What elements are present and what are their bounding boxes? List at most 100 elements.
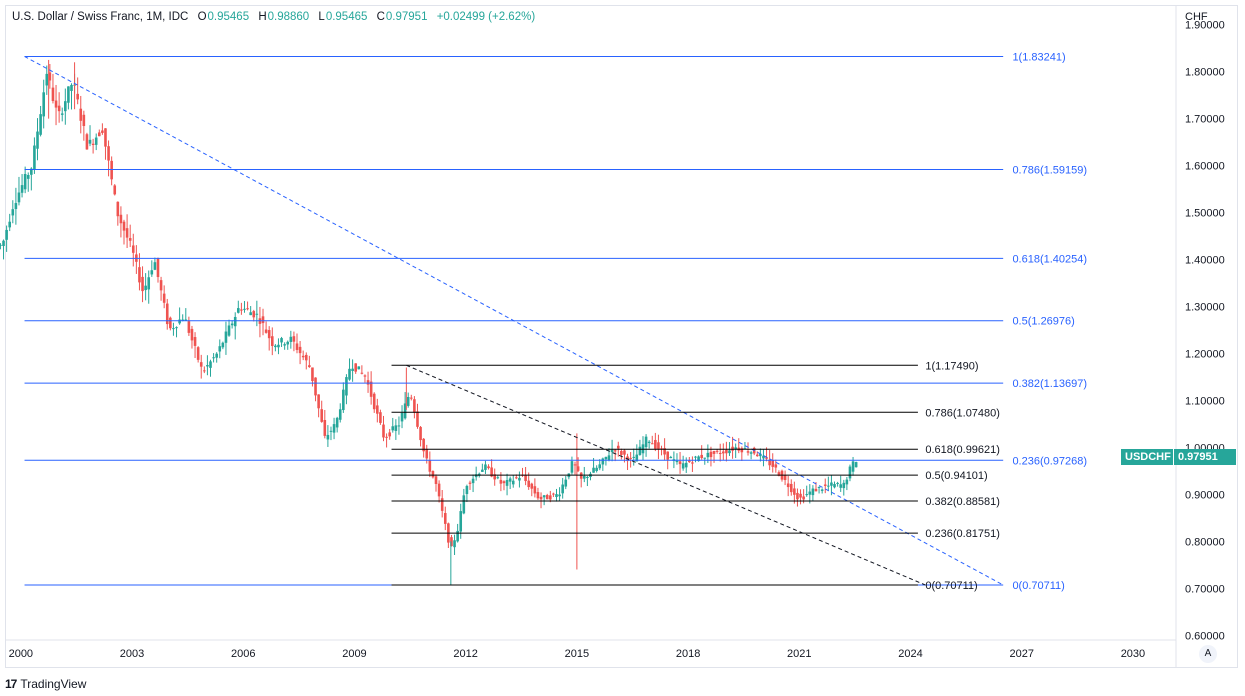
candle-body [196,347,200,360]
candle [604,456,608,466]
candle-body [94,137,98,145]
candle-body [487,466,490,469]
candle-body [783,475,787,481]
candle [641,436,645,461]
candle-body [233,316,237,327]
candle-body [270,336,274,346]
candle-body [598,464,602,469]
candle [128,224,132,248]
candle-body [570,461,574,473]
candle-body [499,479,503,484]
candle-body [666,451,670,460]
candle [335,416,339,433]
candle [317,394,320,418]
symbol-title: U.S. Dollar / Swiss Franc, 1M, IDC [12,11,189,23]
auto-scale-button[interactable]: A [1199,645,1217,663]
candle-body [842,482,846,489]
candle-body [830,482,833,486]
candle [789,479,793,496]
candle-body [777,472,781,476]
candle [274,344,277,352]
candle [54,84,58,126]
candle-body [413,399,416,413]
candle-body [573,464,577,466]
candle [836,481,839,487]
candle [187,316,191,336]
candle-body [338,409,342,420]
candle-body [443,513,447,524]
candle-body [524,474,527,482]
candle-body [533,486,537,494]
candle-body [156,258,160,278]
candle [737,438,741,454]
candle-body [332,424,336,433]
candle [397,416,401,435]
candle [348,358,351,381]
candle-body [187,321,191,333]
y-tick-label: 0.60000 [1185,630,1225,642]
candle-body [450,537,453,547]
tradingview-name: TradingView [20,677,87,691]
candle-body [85,134,89,150]
candle-body [419,427,422,441]
candle [215,352,218,363]
candle-body [277,344,280,348]
fib-level-label: 1(1.17490) [925,360,978,372]
candle [45,65,49,95]
candle-body [227,325,231,336]
candle-body [60,113,64,115]
candle [709,446,713,467]
tradingview-branding[interactable]: 17 TradingView [5,677,86,691]
candle [638,439,642,456]
candle-body [601,458,605,465]
candle-body [496,477,500,479]
candle-body [243,308,246,310]
candle-body [586,476,589,478]
candle-body [267,330,271,339]
candle [252,309,256,322]
candle [620,448,623,460]
candle-body [635,454,639,462]
candle-body [314,377,317,396]
candle [70,83,73,110]
candle [5,225,8,252]
candle-body [549,495,552,500]
candle [598,459,602,471]
candle-body [255,313,259,315]
candle-body [691,462,694,464]
candle [26,172,30,192]
candle-body [663,448,666,455]
candle-body [23,174,27,190]
fib-retracement-minor: 1(1.17490) 0.786(1.07480) 0.618(0.99621) 0.… [391,360,1000,592]
candle [484,460,487,475]
chart-frame[interactable] [5,5,1238,668]
y-tick-label: 0.70000 [1185,583,1225,595]
candle-body [468,482,472,484]
candle-body [490,467,493,477]
candle-body [224,331,228,343]
candle-body [391,426,395,431]
candle [199,354,203,379]
candle [227,319,231,337]
candle-body [462,495,466,514]
candle-body [669,456,673,459]
candle-body [431,471,435,478]
candle-body [802,496,805,500]
candle [48,63,52,89]
candle [162,285,166,309]
candle-body [159,280,163,291]
candle-body [280,338,283,343]
time-axis: 2000 2003 2006 2009 2012 2015 2018 2021 2024 2027… [9,648,1146,660]
candle [33,137,36,174]
candle [406,392,410,408]
candle-body [718,452,722,455]
x-tick-label: 2024 [898,648,922,660]
candle-body [518,477,521,481]
candle-body [820,489,824,491]
fib-level-label: 0.618(0.99621) [925,444,1000,456]
candle-body [218,346,222,352]
candle [190,325,194,349]
candle [496,475,500,480]
candle [848,464,852,482]
